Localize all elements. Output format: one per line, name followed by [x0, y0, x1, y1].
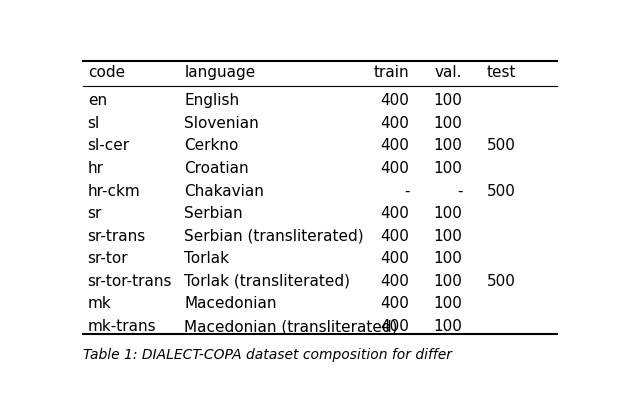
Text: 100: 100	[434, 228, 462, 243]
Text: language: language	[185, 65, 256, 80]
Text: 400: 400	[381, 160, 409, 176]
Text: 100: 100	[434, 251, 462, 265]
Text: 400: 400	[381, 228, 409, 243]
Text: Croatian: Croatian	[185, 160, 249, 176]
Text: 100: 100	[434, 160, 462, 176]
Text: sl: sl	[87, 115, 100, 130]
Text: Torlak: Torlak	[185, 251, 230, 265]
Text: 400: 400	[381, 115, 409, 130]
Text: 100: 100	[434, 318, 462, 333]
Text: 400: 400	[381, 93, 409, 108]
Text: train: train	[374, 65, 409, 80]
Text: mk: mk	[87, 296, 112, 311]
Text: 400: 400	[381, 251, 409, 265]
Text: Chakavian: Chakavian	[185, 183, 265, 198]
Text: sr-trans: sr-trans	[87, 228, 146, 243]
Text: Table 1: DIALECT-COPA dataset composition for differ: Table 1: DIALECT-COPA dataset compositio…	[83, 348, 452, 362]
Text: 100: 100	[434, 273, 462, 288]
Text: val.: val.	[435, 65, 462, 80]
Text: 100: 100	[434, 206, 462, 221]
Text: Macedonian (transliterated): Macedonian (transliterated)	[185, 318, 398, 333]
Text: sr-tor-trans: sr-tor-trans	[87, 273, 172, 288]
Text: code: code	[87, 65, 125, 80]
Text: Torlak (transliterated): Torlak (transliterated)	[185, 273, 351, 288]
Text: 400: 400	[381, 273, 409, 288]
Text: 500: 500	[487, 273, 515, 288]
Text: Serbian: Serbian	[185, 206, 243, 221]
Text: hr-ckm: hr-ckm	[87, 183, 140, 198]
Text: 100: 100	[434, 93, 462, 108]
Text: test: test	[486, 65, 515, 80]
Text: Macedonian: Macedonian	[185, 296, 277, 311]
Text: hr: hr	[87, 160, 104, 176]
Text: en: en	[87, 93, 107, 108]
Text: 500: 500	[487, 138, 515, 153]
Text: 100: 100	[434, 296, 462, 311]
Text: 400: 400	[381, 296, 409, 311]
Text: 100: 100	[434, 138, 462, 153]
Text: sl-cer: sl-cer	[87, 138, 130, 153]
Text: -: -	[404, 183, 409, 198]
Text: sr: sr	[87, 206, 102, 221]
Text: sr-tor: sr-tor	[87, 251, 129, 265]
Text: 500: 500	[487, 183, 515, 198]
Text: 400: 400	[381, 206, 409, 221]
Text: Serbian (transliterated): Serbian (transliterated)	[185, 228, 364, 243]
Text: 400: 400	[381, 138, 409, 153]
Text: 400: 400	[381, 318, 409, 333]
Text: -: -	[457, 183, 462, 198]
Text: English: English	[185, 93, 240, 108]
Text: Slovenian: Slovenian	[185, 115, 259, 130]
Text: mk-trans: mk-trans	[87, 318, 156, 333]
Text: 100: 100	[434, 115, 462, 130]
Text: Cerkno: Cerkno	[185, 138, 239, 153]
